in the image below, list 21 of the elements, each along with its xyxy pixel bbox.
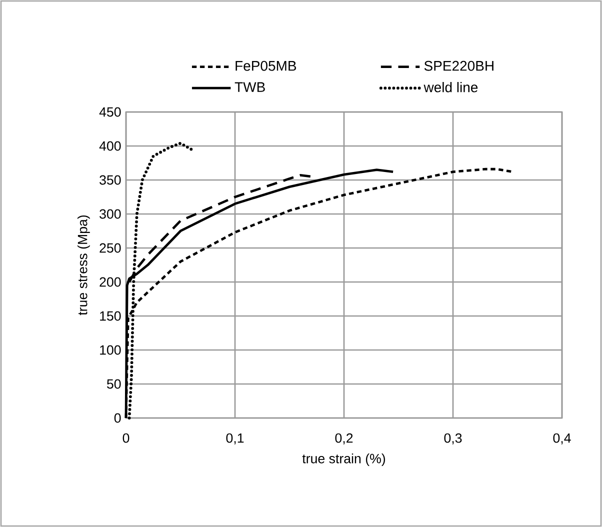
legend-label: weld line [424,82,478,92]
x-tick-label: 0,1 [226,433,244,444]
y-tick-label: 350 [100,175,121,185]
y-tick-label: 0 [114,413,121,423]
y-tick-label: 200 [100,277,121,287]
x-tick-label: 0,4 [553,433,571,444]
legend-label: TWB [234,82,265,92]
y-tick-label: 100 [100,345,121,355]
x-tick-label: 0,3 [444,433,462,444]
y-tick-label: 150 [100,311,121,321]
y-tick-label: 50 [107,379,121,389]
y-tick-label: 400 [99,141,121,151]
x-tick-label: 0,2 [335,433,353,444]
y-axis-title: true stress (Mpa) [77,215,90,316]
legend-label: SPE220BH [424,60,494,71]
x-tick-label: 0 [122,433,130,443]
y-tick-label: 250 [100,243,121,253]
legend-label: FeP05MB [236,60,296,71]
x-axis-title: true strain (%) [302,454,386,466]
y-tick-label: 450 [99,107,121,117]
y-tick-label: 300 [100,209,121,219]
